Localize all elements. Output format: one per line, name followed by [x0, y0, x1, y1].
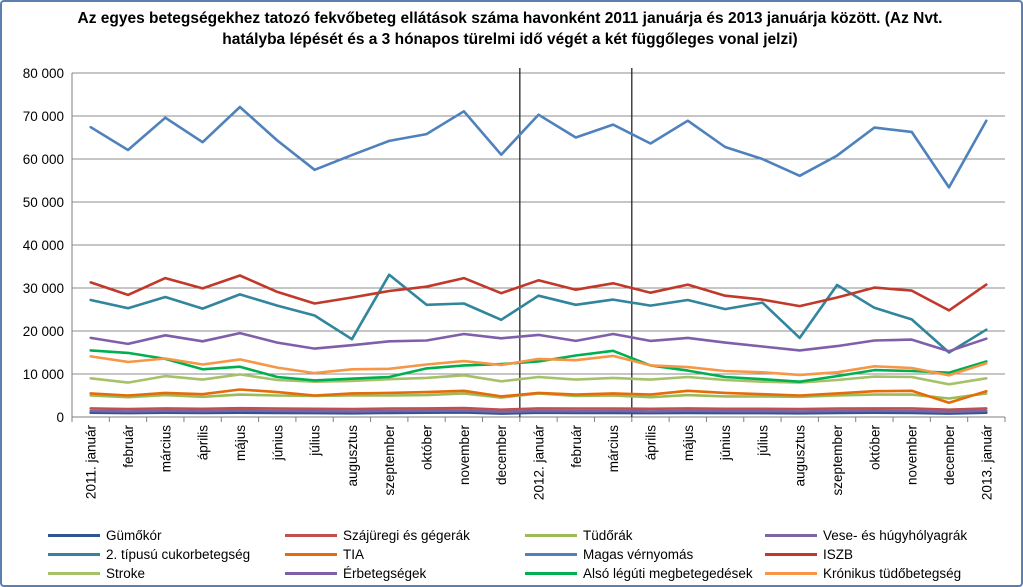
- series-line: [89, 373, 988, 386]
- legend-label: Gümőkór: [106, 527, 162, 543]
- series-line: [89, 105, 988, 189]
- legend-label: Vese- és húgyhólyagrák: [823, 527, 968, 543]
- legend-label: TIA: [343, 546, 365, 562]
- y-tick-label: 0: [56, 410, 64, 425]
- x-tick-label: december: [494, 425, 509, 486]
- legend-swatch: [765, 571, 817, 575]
- legend-label: Érbetegségek: [343, 565, 427, 581]
- x-tick-label: november: [905, 425, 920, 486]
- x-tick-label: szeptember: [382, 425, 397, 496]
- series-line: [89, 409, 988, 414]
- y-tick-label: 80 000: [23, 66, 64, 81]
- x-tick-label: május: [681, 425, 696, 461]
- legend-swatch: [48, 571, 100, 575]
- y-tick-label: 20 000: [23, 324, 64, 339]
- legend-item: Tüdőrák: [525, 525, 633, 545]
- chart-title: Az egyes betegségekhez tatozó fekvőbeteg…: [77, 10, 943, 48]
- legend-label: Szájüregi és gégerák: [343, 527, 470, 543]
- legend-label: Tüdőrák: [583, 527, 633, 543]
- x-tick-label: július: [308, 425, 323, 457]
- x-tick-label: június: [718, 425, 733, 462]
- legend-item: ISZB: [765, 544, 853, 564]
- y-tick-label: 30 000: [23, 281, 64, 296]
- legend-item: Érbetegségek: [285, 563, 426, 583]
- legend-item: Krónikus tüdőbetegség: [765, 563, 961, 583]
- legend-swatch: [48, 552, 100, 556]
- chart-legend: Gümőkór Szájüregi és gégerák Tüdőrák Vese- …: [48, 525, 1018, 585]
- legend-item: Gümőkór: [48, 525, 162, 545]
- legend-item: Magas vérnyomás: [525, 544, 693, 564]
- x-tick-label: augusztus: [793, 425, 808, 487]
- x-tick-label: február: [121, 425, 136, 468]
- legend-swatch: [765, 552, 817, 556]
- series-line: [89, 411, 988, 415]
- y-tick-label: 70 000: [23, 109, 64, 124]
- y-tick-label: 50 000: [23, 195, 64, 210]
- legend-swatch: [285, 533, 337, 537]
- legend-swatch: [525, 533, 577, 537]
- x-tick-label: május: [233, 425, 248, 461]
- legend-swatch: [765, 533, 817, 537]
- series-line: [89, 388, 988, 405]
- x-tick-label: július: [755, 425, 770, 457]
- series-line: [89, 354, 988, 377]
- y-tick-label: 10 000: [23, 367, 64, 382]
- legend-item: Stroke: [48, 563, 145, 583]
- x-tick-label: 2012. január: [532, 424, 547, 500]
- legend-label: Alsó légúti megbetegedések: [583, 565, 753, 581]
- y-tick-label: 40 000: [23, 238, 64, 253]
- legend-label: Magas vérnyomás: [583, 546, 694, 562]
- x-tick-label: október: [867, 424, 882, 470]
- x-tick-label: április: [643, 425, 658, 461]
- legend-item: 2. típusú cukorbetegség: [48, 544, 250, 564]
- legend-swatch: [285, 571, 337, 575]
- legend-label: Stroke: [106, 565, 146, 581]
- x-tick-label: 2011. január: [84, 424, 99, 499]
- legend-item: Szájüregi és gégerák: [285, 525, 470, 545]
- x-tick-label: június: [270, 425, 285, 462]
- x-tick-label: augusztus: [345, 425, 360, 487]
- series-line: [89, 273, 988, 354]
- legend-swatch: [525, 552, 577, 556]
- legend-item: Vese- és húgyhólyagrák: [765, 525, 967, 545]
- series-line: [89, 406, 988, 412]
- legend-item: TIA: [285, 544, 364, 564]
- x-tick-label: október: [420, 424, 435, 470]
- legend-swatch: [48, 533, 100, 537]
- series-line: [89, 349, 988, 384]
- x-tick-label: december: [942, 425, 957, 486]
- series-line: [89, 274, 988, 312]
- x-tick-label: 2013. január: [979, 424, 994, 500]
- x-tick-label: november: [457, 425, 472, 486]
- legend-swatch: [285, 552, 337, 556]
- series-line: [89, 331, 988, 353]
- y-tick-label: 60 000: [23, 152, 64, 167]
- x-tick-label: március: [606, 425, 621, 473]
- legend-label: ISZB: [823, 546, 854, 562]
- x-tick-label: szeptember: [830, 425, 845, 496]
- legend-item: Alsó légúti megbetegedések: [525, 563, 753, 583]
- x-tick-label: február: [569, 425, 584, 468]
- legend-label: Krónikus tüdőbetegség: [823, 565, 962, 581]
- x-tick-label: március: [158, 425, 173, 473]
- x-tick-label: április: [196, 425, 211, 461]
- legend-swatch: [525, 571, 577, 575]
- legend-label: 2. típusú cukorbetegség: [106, 546, 251, 562]
